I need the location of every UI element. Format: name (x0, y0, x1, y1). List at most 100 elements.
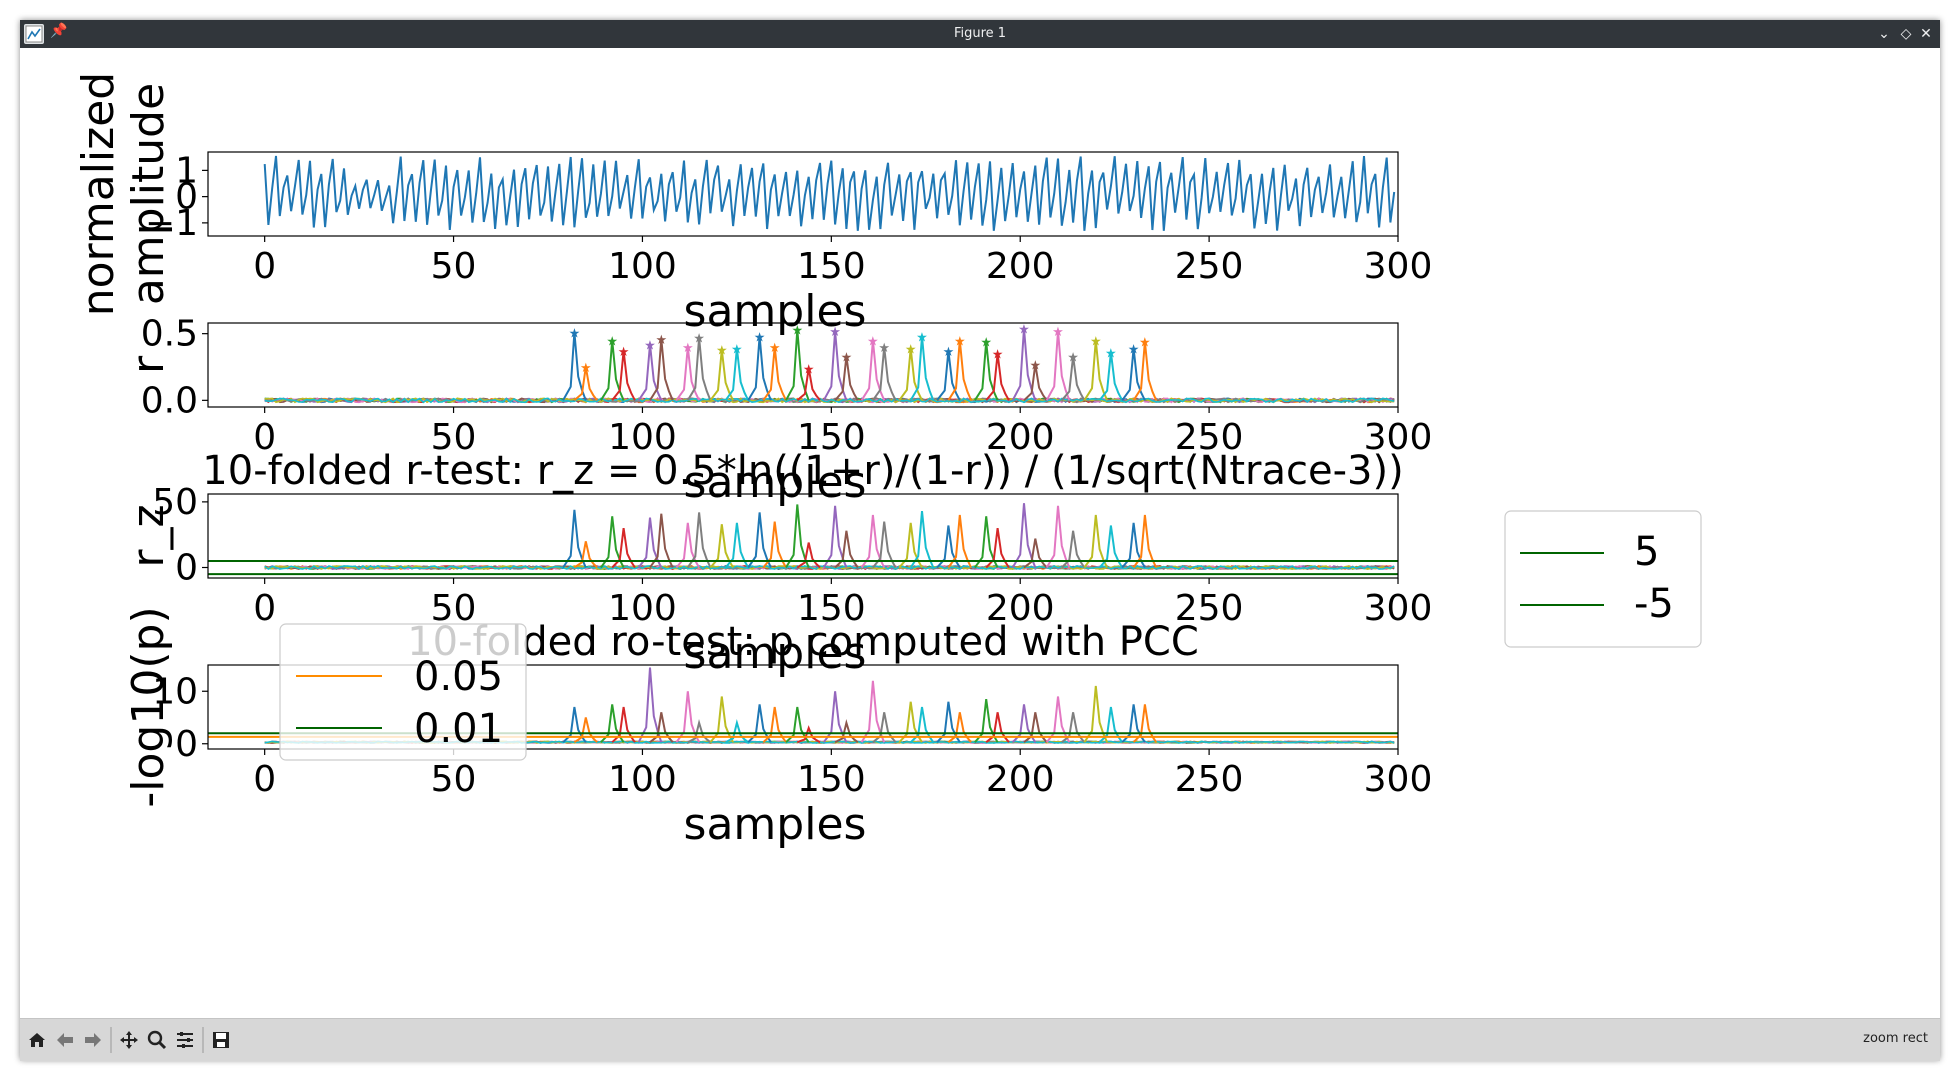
x-tick-label: 200 (986, 246, 1055, 287)
figure-canvas[interactable]: 0 50 100 150 200 250 300 1 0 −1 samples normalized a… (20, 48, 1940, 1018)
axes-title: 10-folded r-test: r_z = 0.5*ln((1+r)/(1-… (202, 448, 1403, 494)
peak-line (1061, 530, 1086, 569)
forward-icon[interactable] (80, 1027, 106, 1053)
x-tick-label: 150 (797, 246, 866, 287)
peak-marker: ★ (1090, 334, 1102, 349)
axes-3 (202, 493, 1399, 584)
y-axis-label: r (123, 355, 174, 374)
x-tick-label: 50 (431, 246, 477, 287)
legend-rz: 5-5 (1504, 510, 1702, 648)
status-text: zoom rect (1863, 1031, 1928, 1046)
axes-frame (207, 151, 1399, 237)
peak-line (675, 346, 701, 401)
peak-line (1045, 696, 1071, 743)
peak-marker: ★ (867, 334, 879, 349)
peak-marker: ★ (878, 341, 890, 356)
x-tick-label: 300 (1364, 588, 1433, 629)
peak-marker: ★ (905, 342, 917, 357)
legend-p: 0.05 0.01 (279, 623, 527, 761)
x-axis-label: samples (684, 286, 867, 337)
title-bar: 📌 Figure 1 ⌄ ◇ ✕ (20, 20, 1940, 48)
peak-line (1098, 352, 1124, 401)
save-icon[interactable] (208, 1027, 234, 1053)
peak-line (974, 341, 999, 401)
peak-line (573, 541, 598, 569)
y-axis-label-line1: normalized (73, 72, 124, 317)
x-tick-label: 150 (797, 588, 866, 629)
peak-marker: ★ (992, 348, 1004, 363)
x-tick-label: 250 (1175, 759, 1244, 800)
x-tick-label: 300 (1364, 246, 1433, 287)
home-icon[interactable] (24, 1027, 50, 1053)
peak-line (1083, 340, 1109, 401)
peak-line (947, 514, 973, 569)
axes-title: 10-folded ro-test: p computed with PCC (407, 619, 1199, 665)
peak-marker: ★ (1018, 322, 1030, 337)
peak-line (1132, 341, 1158, 401)
peak-marker: ★ (682, 341, 694, 356)
navigation-toolbar: zoom rect (20, 1018, 1940, 1061)
x-tick-label: 50 (431, 759, 477, 800)
x-tick-label: 200 (986, 759, 1055, 800)
y-tick-label: 0 (175, 724, 198, 765)
y-axis-label: r_z (123, 504, 174, 567)
y-tick-label: 0 (175, 548, 198, 589)
peak-line (898, 348, 923, 401)
peak-line (860, 340, 886, 401)
plot-area: ★★★★ ★ ★★★★ ★★★★★★★★ ★ ★★★★ ★★★★★★★★ ★ ★ (264, 322, 1395, 404)
axes-2: ★★★★ ★ ★★★★ ★★★★★★★★ ★ ★★★★ ★★★★★★★★ ★ ★ (202, 322, 1399, 413)
legend-box (1504, 510, 1702, 648)
peak-line (709, 696, 734, 743)
configure-subplots-icon[interactable] (172, 1027, 198, 1053)
peak-line (1023, 538, 1048, 569)
y-tick-label: 1 (175, 150, 198, 191)
axes-frame (207, 493, 1399, 579)
x-tick-label: 0 (253, 759, 276, 800)
figure-window: 📌 Figure 1 ⌄ ◇ ✕ 0 50 100 150 200 250 300 1 0 −1 s… (20, 20, 1940, 1061)
trace-line (263, 155, 1396, 231)
peak-line (686, 512, 712, 569)
peak-line (909, 336, 935, 401)
plot-area (208, 503, 1398, 576)
peak-marker: ★ (656, 333, 668, 348)
x-tick-label: 200 (986, 417, 1055, 458)
pin-icon[interactable]: 📌 (50, 23, 68, 39)
x-tick-label: 250 (1175, 588, 1244, 629)
peak-line (649, 338, 674, 401)
peak-marker: ★ (693, 332, 705, 347)
x-tick-label: 250 (1175, 417, 1244, 458)
peak-marker: ★ (916, 330, 928, 345)
x-tick-label: 100 (608, 246, 677, 287)
window-title: Figure 1 (953, 26, 1007, 41)
y-tick-label: −1 (145, 203, 198, 244)
axes-frame (207, 322, 1399, 408)
peak-line (687, 719, 712, 744)
minimize-icon[interactable]: ⌄ (1878, 26, 1890, 42)
x-tick-label: 0 (253, 588, 276, 629)
peak-line (1061, 356, 1086, 401)
peak-marker: ★ (1067, 350, 1079, 365)
app-icon (24, 24, 44, 44)
x-tick-label: 0 (253, 417, 276, 458)
back-icon[interactable] (52, 1027, 78, 1053)
peak-line (936, 350, 961, 401)
peak-line (860, 514, 886, 569)
legend-label: 5 (1634, 529, 1659, 575)
zoom-icon[interactable] (144, 1027, 170, 1053)
peak-line (834, 718, 859, 744)
maximize-icon[interactable]: ◇ (1900, 26, 1912, 42)
pan-icon[interactable] (116, 1027, 142, 1053)
x-axis-label: samples (684, 799, 867, 850)
peak-line (872, 346, 897, 401)
peak-line (747, 336, 772, 401)
peak-marker: ★ (943, 345, 955, 360)
x-tick-label: 100 (608, 588, 677, 629)
peak-line (1023, 364, 1048, 402)
close-icon[interactable]: ✕ (1920, 26, 1932, 42)
peak-line (573, 717, 598, 744)
peak-marker: ★ (980, 336, 992, 351)
peak-line (637, 344, 663, 401)
toolbar-separator (202, 1027, 204, 1053)
peak-line (1132, 514, 1158, 569)
